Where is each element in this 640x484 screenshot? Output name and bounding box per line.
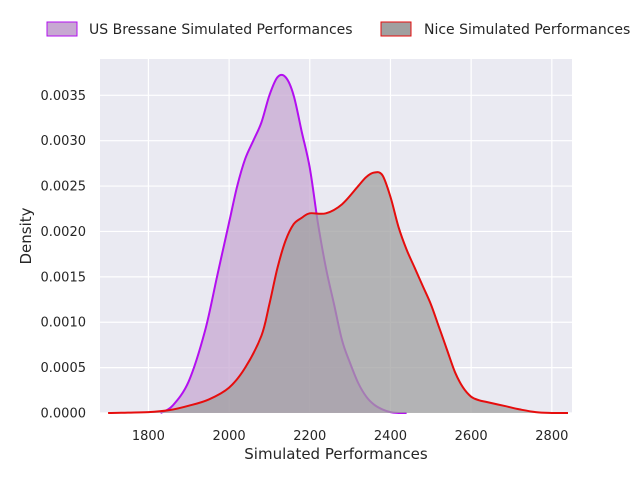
y-tick-label: 0.0035 bbox=[41, 89, 87, 104]
x-tick-label: 2600 bbox=[455, 429, 488, 444]
y-tick-label: 0.0030 bbox=[41, 134, 87, 149]
legend: US Bressane Simulated Performances Nice … bbox=[46, 21, 630, 38]
x-tick-label: 2800 bbox=[535, 429, 568, 444]
legend-swatch-us-bressane bbox=[46, 21, 78, 37]
x-axis-label: Simulated Performances bbox=[244, 445, 428, 463]
legend-swatch-nice bbox=[380, 21, 412, 37]
density-line-nice bbox=[108, 171, 568, 415]
y-tick-label: 0.0005 bbox=[41, 361, 87, 376]
y-tick-label: 0.0025 bbox=[41, 180, 87, 195]
x-tick-label: 2400 bbox=[374, 429, 407, 444]
legend-label-us-bressane: US Bressane Simulated Performances bbox=[89, 22, 353, 38]
y-tick-label: 0.0000 bbox=[41, 407, 87, 422]
y-tick-label: 0.0015 bbox=[41, 270, 87, 285]
y-axis-label: Density bbox=[17, 207, 35, 264]
series-layer bbox=[108, 73, 568, 415]
y-tick-label: 0.0020 bbox=[41, 225, 87, 240]
y-axis: 0.0000 0.0005 0.0010 0.0015 0.0020 0.0025 0.00… bbox=[41, 89, 87, 422]
legend-label-nice: Nice Simulated Performances bbox=[424, 22, 630, 38]
x-axis: 1800 2000 2200 2400 2600 2800 bbox=[132, 429, 569, 444]
density-area-nice bbox=[108, 172, 568, 413]
y-tick-label: 0.0010 bbox=[41, 316, 87, 331]
x-tick-label: 1800 bbox=[132, 429, 165, 444]
x-tick-label: 2000 bbox=[213, 429, 246, 444]
x-tick-label: 2200 bbox=[293, 429, 326, 444]
